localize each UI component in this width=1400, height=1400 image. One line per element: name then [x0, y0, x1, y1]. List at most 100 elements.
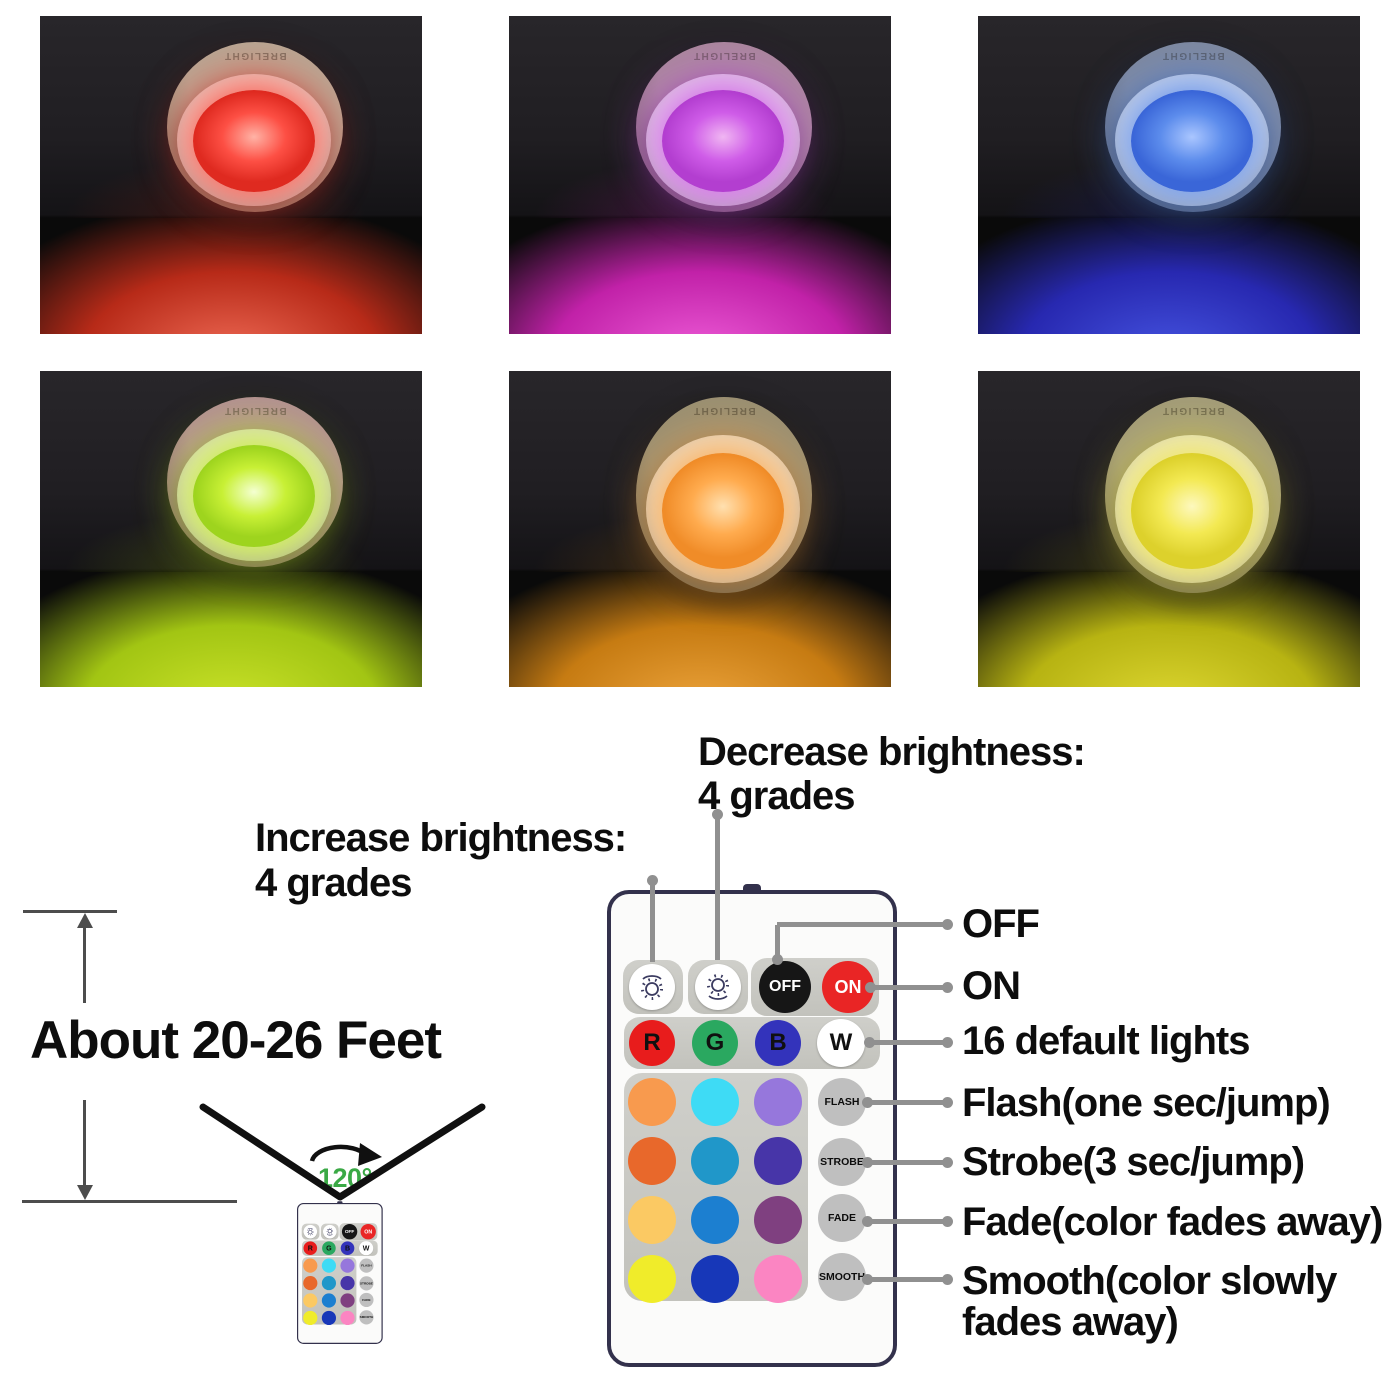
default-lights-label: 16 default lights [962, 1019, 1250, 1063]
wall [978, 217, 1360, 334]
color-button[interactable] [691, 1078, 739, 1126]
sun-arc-down-icon [326, 1227, 334, 1236]
rgbw-panel [302, 1240, 378, 1256]
connector-increase [650, 880, 655, 962]
color-button[interactable] [691, 1255, 739, 1303]
light-pool [978, 217, 1360, 334]
wall [509, 571, 891, 687]
on-label: ON [962, 964, 1021, 1008]
remote-control-mini: OFF ON R G B W FLASH STROBE FADE SMOOTH [297, 1201, 383, 1344]
sun-arc-down-icon [707, 974, 729, 1000]
color-button[interactable] [628, 1137, 676, 1185]
angle-arc [309, 1144, 368, 1162]
color-button[interactable] [691, 1137, 739, 1185]
angle-arc-arrowhead [358, 1143, 382, 1166]
color-button [321, 1293, 337, 1308]
photo-green-light: BRELIGHT [40, 371, 422, 687]
color-button [340, 1258, 355, 1273]
puck-lens [193, 90, 315, 192]
on-button[interactable]: ON [822, 961, 874, 1013]
connector-dot [942, 1097, 953, 1108]
connector-dot [942, 1274, 953, 1285]
measure-arrowhead-up [77, 913, 93, 928]
blue-button[interactable]: B [755, 1020, 801, 1066]
connector-dot [942, 1157, 953, 1168]
brand-marking: BRELIGHT [223, 50, 287, 61]
green-button[interactable]: G [692, 1020, 738, 1066]
fade-label: Fade(color fades away) [962, 1200, 1383, 1244]
color-button [303, 1310, 318, 1326]
connector-off-vertical [775, 925, 780, 961]
connector-dot [942, 919, 953, 930]
fade-button[interactable]: FADE [818, 1194, 866, 1242]
connector-dot [862, 1157, 873, 1168]
off-label: OFF [962, 902, 1040, 946]
color-button[interactable] [754, 1137, 802, 1185]
wall [978, 571, 1360, 687]
measure-arrowhead-down [77, 1185, 93, 1200]
measure-line-bottom [83, 1100, 86, 1188]
color-button[interactable] [754, 1255, 802, 1303]
smooth-button[interactable]: SMOOTH [818, 1253, 866, 1301]
photo-yellow-light: BRELIGHT [978, 371, 1360, 687]
measure-line-top [83, 925, 86, 1003]
decrease-brightness-line1: Decrease brightness: [698, 730, 1086, 774]
increase-brightness-label: Increase brightness: 4 grades [255, 816, 627, 906]
green-button: G [322, 1241, 336, 1256]
flash-button: FLASH [359, 1258, 374, 1273]
flash-button[interactable]: FLASH [818, 1078, 866, 1126]
color-button[interactable] [628, 1255, 676, 1303]
connector-dot [942, 1037, 953, 1048]
color-button[interactable] [691, 1196, 739, 1244]
brightness-down-button[interactable] [695, 964, 741, 1010]
photo-orange-light: BRELIGHT [509, 371, 891, 687]
puck-lens [662, 453, 784, 569]
color-button [340, 1275, 355, 1291]
measure-top-bar [23, 910, 117, 913]
color-button[interactable] [628, 1196, 676, 1244]
brightness-up-button[interactable] [629, 964, 675, 1010]
strobe-button: STROBE [359, 1276, 374, 1291]
light-pool [978, 571, 1360, 687]
color-button[interactable] [754, 1196, 802, 1244]
brand-marking: BRELIGHT [692, 50, 756, 61]
puck-light: BRELIGHT [1105, 397, 1281, 593]
off-button[interactable]: OFF [759, 961, 811, 1013]
off-button: OFF [341, 1223, 358, 1240]
connector-dot [865, 982, 876, 993]
brand-marking: BRELIGHT [1161, 50, 1225, 61]
connector-on [870, 985, 948, 990]
mini-remote-illustration: OFF ON R G B W FLASH STROBE FADE SMOOTH [297, 1201, 385, 1346]
brand-marking: BRELIGHT [692, 405, 756, 416]
strobe-button[interactable]: STROBE [818, 1138, 866, 1186]
red-button: R [303, 1241, 318, 1256]
red-button[interactable]: R [629, 1020, 675, 1066]
smooth-button: SMOOTH [359, 1310, 374, 1325]
connector-dot [862, 1097, 873, 1108]
connector-dot [942, 1216, 953, 1227]
decrease-brightness-line2: 4 grades [698, 774, 856, 818]
brightness-up-button [303, 1224, 318, 1239]
flash-label: Flash(one sec/jump) [962, 1081, 1331, 1125]
brand-marking: BRELIGHT [1161, 405, 1225, 416]
sun-arc-up-icon [307, 1228, 314, 1236]
connector-dot [862, 1216, 873, 1227]
puck-light: BRELIGHT [167, 397, 343, 567]
color-button[interactable] [754, 1078, 802, 1126]
color-button [321, 1258, 337, 1273]
light-pool [509, 217, 891, 334]
connector-dot [864, 1037, 875, 1048]
sun-arc-up-icon [641, 975, 663, 1000]
increase-brightness-line1: Increase brightness: [255, 816, 627, 860]
color-button[interactable] [628, 1078, 676, 1126]
distance-label: About 20-26 Feet [30, 1011, 442, 1070]
white-button[interactable]: W [817, 1019, 865, 1067]
wall [509, 217, 891, 334]
connector-decrease [715, 814, 720, 960]
light-pool [40, 571, 422, 687]
color-button [340, 1310, 355, 1326]
puck-lens [662, 90, 784, 192]
connector-strobe [867, 1160, 948, 1165]
connector-fade [867, 1219, 948, 1224]
color-button [303, 1293, 318, 1308]
